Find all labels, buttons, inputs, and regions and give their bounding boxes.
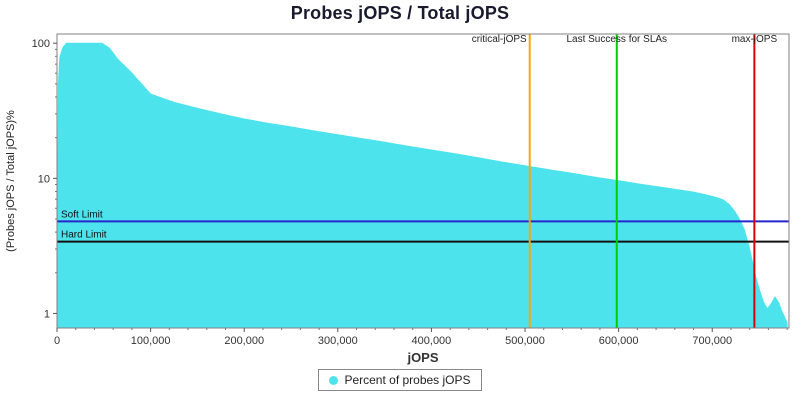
legend: Percent of probes jOPS — [318, 369, 482, 391]
x-tick-label: 500,000 — [505, 335, 545, 347]
max-jops-label: max-jOPS — [732, 34, 778, 45]
legend-label: Percent of probes jOPS — [344, 373, 471, 387]
x-tick-label: 100,000 — [131, 335, 171, 347]
plot-border — [56, 33, 790, 329]
x-axis-label: jOPS — [406, 350, 438, 365]
y-tick-label: 10 — [38, 173, 50, 185]
chart-title: Probes jOPS / Total jOPS — [290, 3, 510, 23]
x-tick-label: 200,000 — [224, 335, 264, 347]
legend-swatch-icon — [329, 375, 339, 385]
x-tick-label: 700,000 — [692, 335, 732, 347]
hard-limit-label: Hard Limit — [61, 230, 107, 241]
probes-area-series — [56, 42, 788, 329]
soft-limit-label: Soft Limit — [61, 209, 103, 220]
x-tick-label: 0 — [54, 335, 60, 347]
x-tick-label: 400,000 — [412, 335, 452, 347]
last-success-for-slas-label: Last Success for SLAs — [566, 34, 667, 45]
legend-row: Percent of probes jOPS — [0, 368, 800, 398]
critical-jops-label: critical-jOPS — [472, 34, 527, 45]
plot-area: Soft Limit Hard Limit critical-jOPS Last Su… — [5, 33, 790, 365]
y-axis-label: (Probes jOPS / Total jOPS)% — [5, 110, 17, 252]
y-tick-label: 100 — [32, 38, 50, 50]
x-tick-label: 600,000 — [599, 335, 639, 347]
x-tick-label: 300,000 — [318, 335, 358, 347]
y-tick-label: 1 — [44, 308, 50, 320]
